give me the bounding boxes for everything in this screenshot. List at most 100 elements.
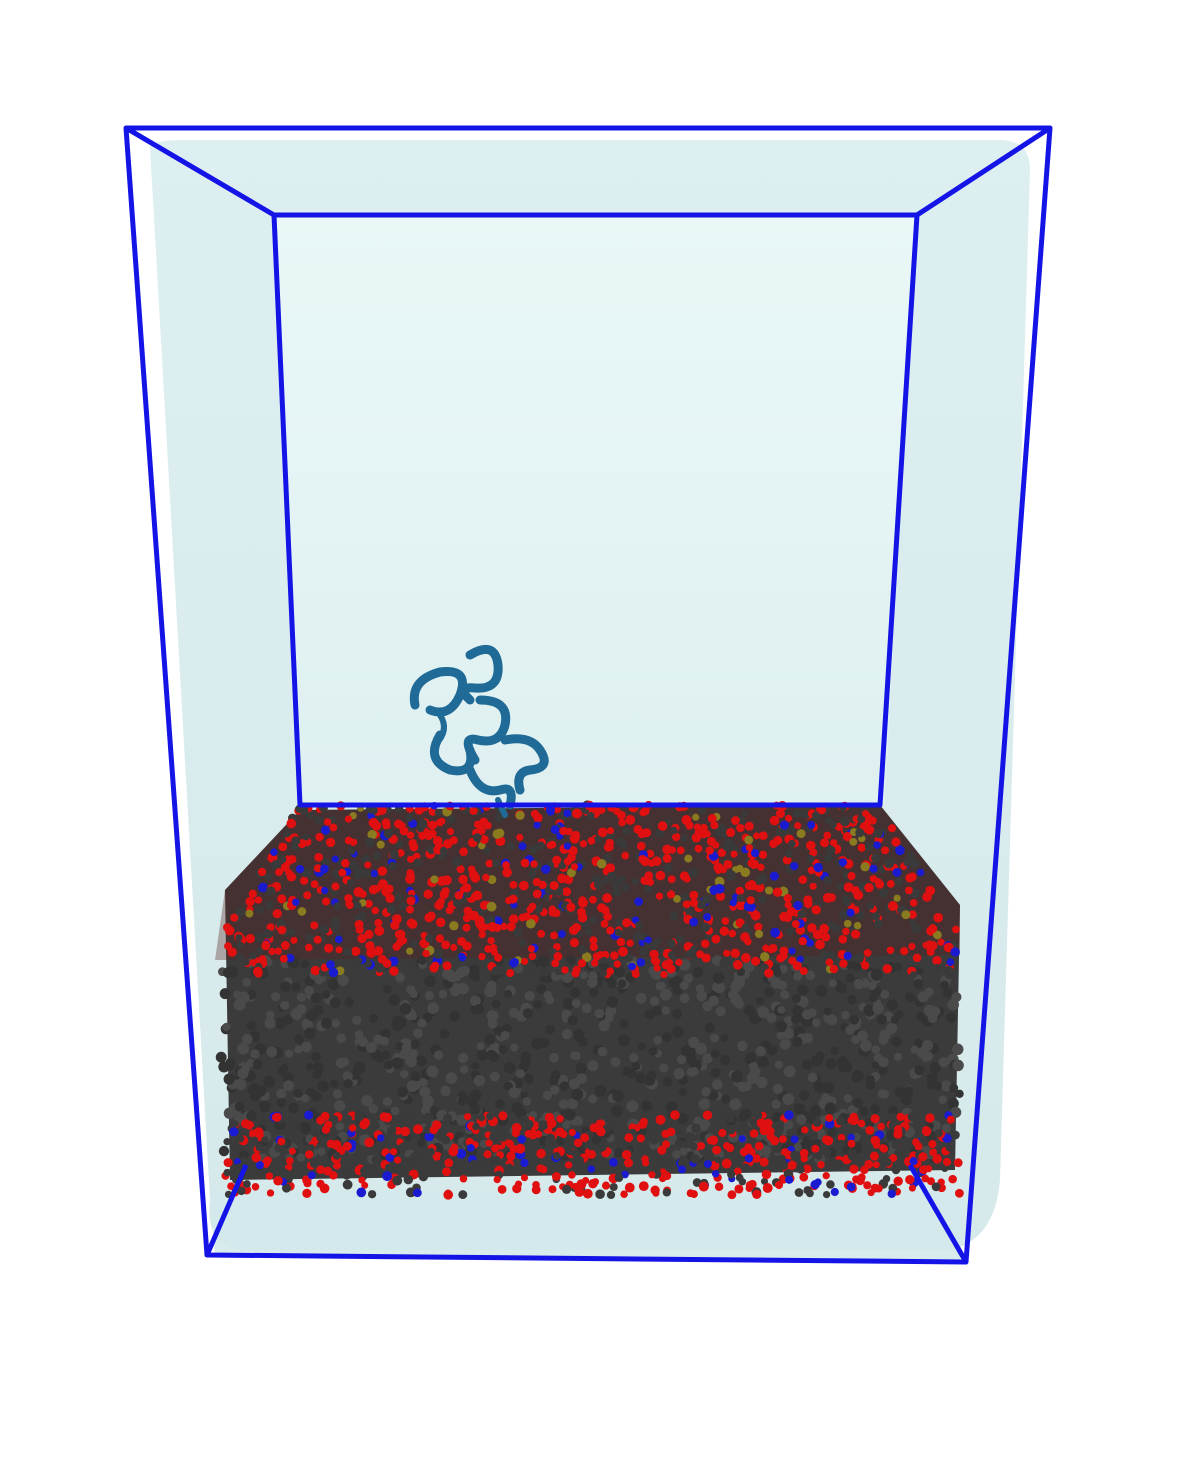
- atom: [617, 979, 627, 989]
- atom: [423, 1125, 432, 1134]
- atom: [323, 818, 332, 826]
- atom: [395, 893, 403, 902]
- atom: [234, 1102, 245, 1112]
- atom: [662, 1188, 671, 1197]
- atom: [825, 958, 834, 967]
- atom: [424, 975, 436, 987]
- atom: [546, 808, 555, 816]
- atom: [680, 834, 688, 842]
- atom: [303, 891, 312, 900]
- atom: [296, 1153, 306, 1162]
- atom: [299, 1122, 311, 1134]
- atom: [266, 1010, 275, 1020]
- atom: [542, 1090, 553, 1100]
- atom: [715, 891, 726, 901]
- atom: [331, 855, 339, 863]
- atom: [640, 856, 650, 867]
- atom: [944, 970, 954, 979]
- atom: [579, 840, 588, 848]
- atom: [702, 1001, 713, 1012]
- atom: [277, 894, 287, 904]
- atom: [811, 1144, 820, 1153]
- atom: [909, 1157, 918, 1166]
- atom: [532, 889, 542, 899]
- atom: [264, 872, 272, 881]
- atom: [755, 1046, 766, 1057]
- atom: [796, 1114, 807, 1125]
- atom: [304, 985, 314, 995]
- atom: [581, 1003, 592, 1014]
- atom: [946, 1115, 955, 1124]
- atom: [321, 990, 331, 999]
- atom: [837, 1139, 846, 1148]
- atom: [577, 913, 588, 923]
- atom: [357, 933, 367, 944]
- atom: [727, 1190, 737, 1200]
- atom: [692, 966, 704, 978]
- atom: [416, 823, 425, 833]
- atom: [671, 1026, 684, 1038]
- atom: [889, 1154, 898, 1162]
- atom: [371, 820, 382, 831]
- atom: [851, 929, 861, 939]
- atom: [410, 1071, 421, 1082]
- atom: [786, 927, 795, 936]
- atom: [567, 1015, 578, 1026]
- atom: [222, 1022, 231, 1032]
- atom: [680, 892, 689, 901]
- atom: [235, 934, 243, 942]
- atom: [614, 928, 623, 937]
- atom: [905, 1175, 915, 1185]
- atom: [790, 861, 799, 871]
- atom: [334, 935, 343, 944]
- atom: [938, 1057, 949, 1068]
- atom: [386, 904, 397, 914]
- atom: [388, 861, 397, 871]
- atom: [652, 1005, 663, 1016]
- atom: [429, 1106, 440, 1116]
- atom: [720, 1054, 731, 1066]
- atom: [375, 962, 385, 973]
- atom: [780, 990, 790, 1000]
- atom: [276, 1097, 287, 1108]
- atom: [492, 829, 503, 839]
- atom: [807, 1072, 818, 1083]
- atom: [638, 946, 649, 957]
- atom: [790, 1150, 800, 1160]
- atom: [755, 1076, 768, 1089]
- atom: [266, 886, 276, 896]
- atom: [878, 1035, 889, 1045]
- atom: [864, 842, 874, 852]
- atom: [295, 864, 305, 874]
- atom: [505, 1139, 514, 1148]
- atom: [808, 958, 817, 966]
- atom: [822, 1172, 830, 1180]
- atom: [303, 1179, 312, 1188]
- atom: [395, 972, 405, 983]
- atom: [416, 1055, 427, 1067]
- atom: [753, 832, 761, 840]
- atom: [725, 1143, 735, 1153]
- atom: [352, 1015, 362, 1025]
- atom: [796, 1165, 805, 1174]
- atom: [476, 1050, 488, 1061]
- atom: [280, 941, 290, 950]
- atom: [306, 1087, 316, 1097]
- atom: [271, 860, 281, 870]
- atom: [843, 919, 852, 928]
- atom: [518, 880, 529, 891]
- atom: [383, 1060, 393, 1070]
- atom: [397, 1086, 408, 1098]
- atom: [391, 1015, 404, 1027]
- atom: [741, 1163, 751, 1173]
- atom: [364, 929, 374, 940]
- atom: [238, 1150, 249, 1160]
- atom: [744, 1154, 754, 1163]
- atom: [651, 856, 662, 866]
- atom: [679, 1147, 688, 1156]
- atom: [478, 952, 486, 961]
- atom: [431, 961, 440, 970]
- atom: [713, 1079, 723, 1088]
- atom: [720, 956, 730, 966]
- atom: [815, 939, 825, 950]
